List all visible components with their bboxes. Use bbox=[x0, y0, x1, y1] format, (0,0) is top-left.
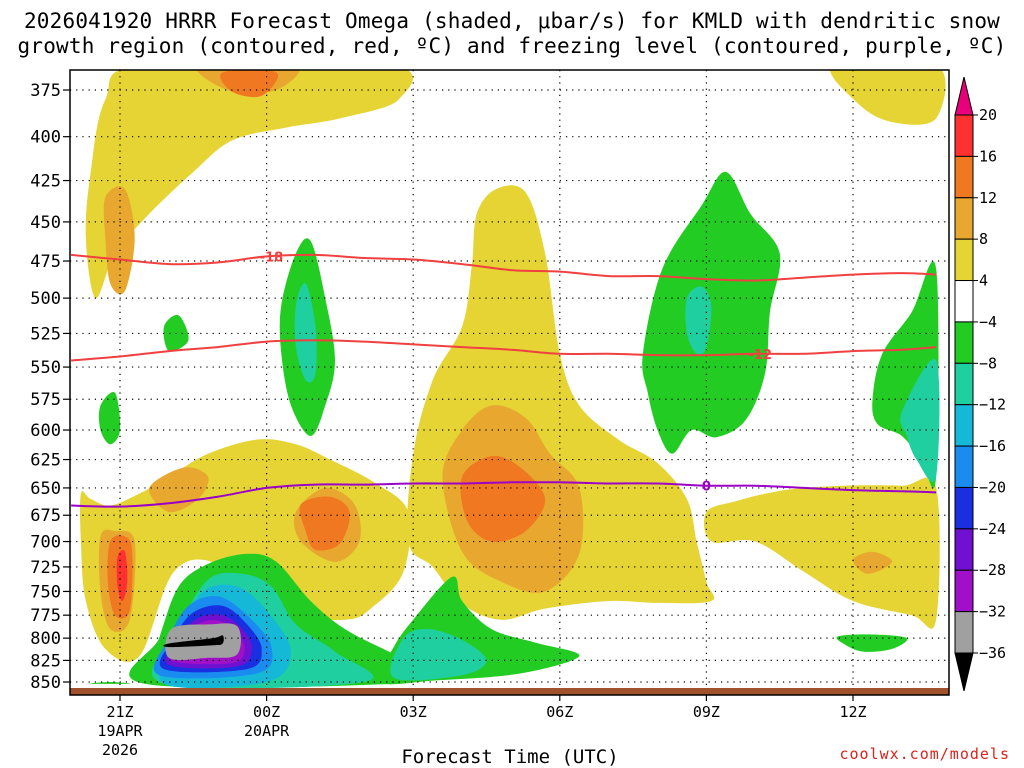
y-tick-label: 775 bbox=[30, 606, 61, 626]
colorbar-box bbox=[954, 404, 974, 447]
omega-region-plus12-4 bbox=[220, 70, 278, 98]
y-tick-label: 800 bbox=[30, 629, 61, 649]
omega-region-minus8-5 bbox=[900, 358, 940, 482]
colorbar-box bbox=[954, 114, 974, 157]
colorbar-label: 4 bbox=[979, 272, 988, 290]
colorbar-arrow-top bbox=[954, 76, 974, 116]
colorbar-box bbox=[954, 569, 974, 613]
y-tick-label: 425 bbox=[30, 172, 61, 192]
y-tick-label: 525 bbox=[30, 324, 61, 344]
colorbar-label: −28 bbox=[979, 561, 1006, 579]
omega-region-plus12-2 bbox=[460, 455, 546, 542]
x-tick-label: 00Z bbox=[253, 703, 280, 721]
dgz-minus-12-line bbox=[71, 339, 937, 362]
y-tick-label: 825 bbox=[30, 651, 61, 671]
y-tick-label: 450 bbox=[30, 213, 61, 233]
y-tick-label: 750 bbox=[30, 582, 61, 602]
dgz-minus-12-label: -12 bbox=[748, 348, 772, 363]
y-tick-label: 675 bbox=[30, 506, 61, 526]
colorbar-label: 12 bbox=[979, 189, 997, 207]
colorbar-box bbox=[954, 238, 974, 282]
colorbar-label: 8 bbox=[979, 230, 988, 248]
credit-text: coolwx.com/models bbox=[839, 745, 1010, 763]
contour-layer: -18 -12 0 bbox=[71, 250, 937, 508]
omega-region-plus16-1 bbox=[116, 549, 128, 602]
omega-region-plus4-2 bbox=[85, 70, 413, 299]
x-tick-label: 21Z bbox=[106, 703, 133, 721]
y-tick-label: 400 bbox=[30, 128, 61, 148]
x-tick-label: 12Z bbox=[839, 703, 866, 721]
colorbar-label: −24 bbox=[979, 520, 1006, 538]
y-tick-label: 725 bbox=[30, 558, 61, 578]
chart-title-line-1: 2026041920 HRRR Forecast Omega (shaded, … bbox=[23, 9, 1001, 33]
colorbar-box bbox=[954, 486, 974, 530]
x-axis-title: Forecast Time (UTC) bbox=[401, 746, 618, 768]
y-tick-label: 850 bbox=[30, 673, 61, 693]
y-tick-label: 575 bbox=[30, 390, 61, 410]
x-tick-label: 03Z bbox=[400, 703, 427, 721]
freezing-level-0-line bbox=[71, 481, 937, 508]
colorbar-label: −16 bbox=[979, 437, 1006, 455]
omega-region-minus8-4 bbox=[685, 286, 712, 355]
omega-colorbar: 20 16 12 8 4 −4 −8 −12 −16 −20 −24 −28 −32 −36 bbox=[954, 76, 1006, 692]
colorbar-box bbox=[954, 528, 974, 571]
colorbar-box bbox=[954, 197, 974, 240]
x-tick-date: 20APR bbox=[244, 722, 290, 740]
colorbar-box bbox=[954, 445, 974, 488]
omega-region-plus12-3 bbox=[299, 496, 350, 551]
colorbar-box bbox=[954, 321, 974, 364]
freezing-level-0-label: 0 bbox=[702, 480, 711, 495]
y-tick-label: 375 bbox=[30, 81, 61, 101]
omega-region-plus8-3 bbox=[103, 186, 135, 295]
omega-region-minus4-6 bbox=[98, 391, 121, 445]
omega-region-plus4-4 bbox=[703, 477, 940, 629]
ground-terrain-bar bbox=[70, 688, 949, 695]
colorbar-label: 16 bbox=[979, 147, 997, 165]
omega-region-minus8-2 bbox=[390, 628, 487, 681]
colorbar-label: −8 bbox=[979, 354, 997, 372]
colorbar-box bbox=[954, 611, 974, 654]
dgz-minus-18-label: -18 bbox=[260, 250, 284, 265]
omega-region-minus36-1 bbox=[163, 635, 224, 648]
gridlines bbox=[70, 70, 949, 695]
x-tick-label: 06Z bbox=[546, 703, 573, 721]
omega-region-minus4-8 bbox=[836, 634, 908, 652]
colorbar-label: −32 bbox=[979, 603, 1006, 621]
colorbar-box bbox=[954, 362, 974, 406]
y-tick-label: 500 bbox=[30, 289, 61, 309]
colorbar-label: −20 bbox=[979, 478, 1006, 496]
colorbar-arrow-bottom bbox=[954, 652, 974, 692]
dgz-minus-18-line bbox=[71, 253, 937, 282]
colorbar-label: −36 bbox=[979, 644, 1006, 662]
colorbar-box bbox=[954, 155, 974, 199]
plot-frame bbox=[69, 69, 950, 696]
y-tick-label: 650 bbox=[30, 479, 61, 499]
chart-title-line-2: growth region (contoured, red, ºC) and f… bbox=[17, 34, 1007, 58]
x-tick-label: 09Z bbox=[693, 703, 720, 721]
colorbar-label: 20 bbox=[979, 106, 997, 124]
y-tick-label: 700 bbox=[30, 533, 61, 553]
x-tick-date: 19APR bbox=[97, 722, 143, 740]
colorbar-label: −12 bbox=[979, 396, 1006, 414]
y-tick-label: 550 bbox=[30, 358, 61, 378]
y-tick-label: 475 bbox=[30, 252, 61, 272]
pressure-axis: 375 400 425 450 475 500 525 550 575 600 625 650 675 7… bbox=[30, 81, 70, 693]
colorbar-label: −4 bbox=[979, 313, 997, 331]
colorbar-box bbox=[954, 280, 974, 323]
omega-region-minus8-3 bbox=[294, 282, 317, 383]
y-tick-label: 625 bbox=[30, 451, 61, 471]
omega-shading-layer bbox=[79, 70, 946, 689]
y-tick-label: 600 bbox=[30, 421, 61, 441]
x-tick-year: 2026 bbox=[102, 741, 138, 759]
omega-region-plus4-5 bbox=[830, 70, 946, 125]
omega-region-plus8-7 bbox=[852, 551, 893, 574]
